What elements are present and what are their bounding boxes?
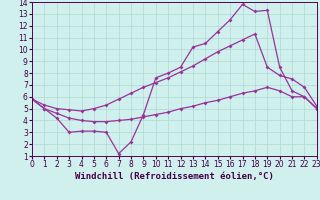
X-axis label: Windchill (Refroidissement éolien,°C): Windchill (Refroidissement éolien,°C) bbox=[75, 172, 274, 181]
